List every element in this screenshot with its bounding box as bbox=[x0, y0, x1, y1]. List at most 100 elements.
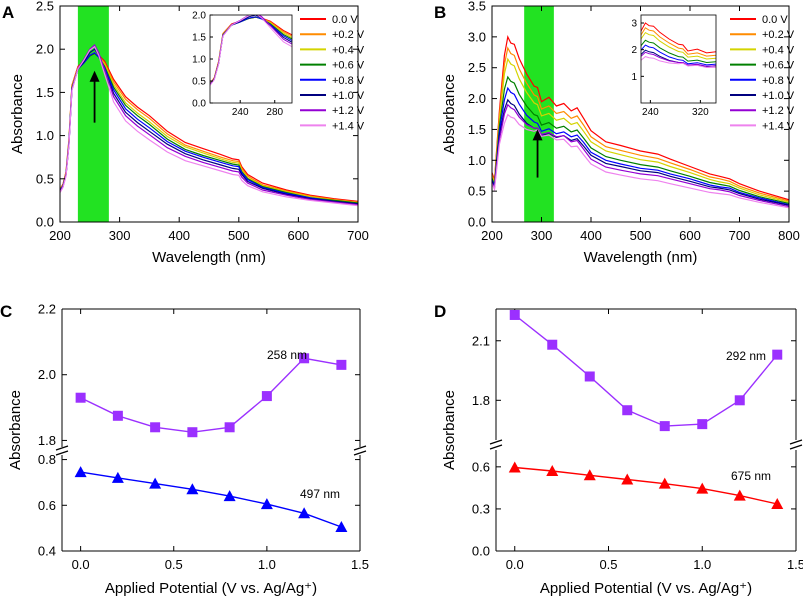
axis-break-mark-right bbox=[353, 450, 367, 456]
data-point-triangle bbox=[74, 466, 87, 478]
y-tick-label: 1.5 bbox=[468, 122, 486, 137]
inset-x-tick-label: 240 bbox=[232, 107, 249, 118]
y-tick-label: 2.0 bbox=[468, 91, 486, 106]
data-point-square bbox=[75, 392, 86, 403]
data-point-square bbox=[336, 359, 347, 370]
series-line-1-0-v bbox=[492, 98, 789, 206]
x-tick-label: 800 bbox=[778, 228, 800, 243]
y-tick-label: 3.0 bbox=[468, 29, 486, 44]
inset-series-line-1-2-v bbox=[641, 51, 716, 67]
series-line-1-2-v bbox=[492, 103, 789, 208]
series-line-292-nm bbox=[514, 314, 778, 427]
data-point-triangle bbox=[546, 465, 559, 477]
inset-background bbox=[641, 15, 716, 103]
y-axis-label: Absorbance bbox=[7, 390, 24, 470]
x-tick-label: 300 bbox=[531, 228, 553, 243]
x-tick-label: 0.5 bbox=[165, 557, 183, 572]
panel-label: D bbox=[434, 302, 446, 321]
series-line-0-2-v bbox=[492, 46, 789, 202]
legend-label: +1.4 V bbox=[762, 120, 795, 132]
series-group bbox=[60, 43, 358, 207]
highlight-band bbox=[77, 6, 109, 222]
data-point-square bbox=[547, 339, 558, 350]
data-point-triangle bbox=[621, 473, 634, 485]
panel-label: C bbox=[0, 302, 12, 321]
data-point-square bbox=[772, 349, 783, 360]
y-tick-label: 0.0 bbox=[36, 215, 54, 230]
data-point-triangle bbox=[223, 490, 236, 502]
inset-y-tick-label: 1.5 bbox=[192, 33, 206, 44]
inset-series-group bbox=[641, 22, 716, 69]
y-tick-label-upper: 1.8 bbox=[472, 393, 490, 408]
y-tick-label-lower: 0.4 bbox=[38, 544, 56, 559]
inset-x-tick-label: 240 bbox=[642, 107, 659, 118]
data-point-triangle bbox=[658, 477, 671, 489]
inset-series-line-1-4-v bbox=[210, 15, 292, 86]
data-point-triangle bbox=[696, 482, 709, 494]
data-point-triangle bbox=[298, 507, 311, 519]
series-line-0-4-v bbox=[492, 57, 789, 203]
inset-series-group bbox=[210, 15, 292, 86]
inset-series-line-1-0-v bbox=[641, 49, 716, 68]
data-point-triangle bbox=[583, 469, 596, 481]
x-axis-label: Wavelength (nm) bbox=[584, 249, 698, 266]
y-axis-label: Absorbance bbox=[9, 74, 26, 154]
legend-label: +1.2 V bbox=[332, 105, 365, 117]
data-point-square bbox=[150, 422, 161, 433]
arrow-head bbox=[532, 129, 543, 141]
x-tick-label: 0.5 bbox=[599, 557, 617, 572]
series-line-258-nm bbox=[80, 357, 342, 433]
x-tick-label: 200 bbox=[49, 228, 71, 243]
panel-label: B bbox=[434, 3, 446, 22]
y-tick-label: 1.0 bbox=[36, 128, 54, 143]
panel-a: 200 300 400 500 600 700 0.0 0.5 1.0 1.5 2.0 2.5 Wave… bbox=[2, 0, 369, 266]
data-point-triangle bbox=[149, 477, 162, 489]
axis-break-mark-right bbox=[789, 444, 803, 450]
y-tick-label: 0.0 bbox=[468, 215, 486, 230]
legend-label: +1.0 V bbox=[762, 90, 795, 102]
data-point-square bbox=[112, 410, 123, 421]
legend-label: 0.0 V bbox=[762, 14, 788, 26]
axis-break-mark-left bbox=[489, 444, 503, 450]
x-tick-label: 400 bbox=[168, 228, 190, 243]
inset-series-line-0-0-v bbox=[641, 22, 716, 54]
series-line-0-8-v bbox=[492, 86, 789, 206]
axis-break-mark-left bbox=[489, 439, 503, 445]
y-tick-label: 0.5 bbox=[36, 171, 54, 186]
data-point-square bbox=[622, 405, 633, 416]
inset-y-tick-label: 0.5 bbox=[192, 77, 206, 88]
data-point-triangle bbox=[508, 461, 521, 473]
y-axis-label: Absorbance bbox=[441, 390, 458, 470]
axis-break-mark-right bbox=[789, 439, 803, 445]
x-tick-label: 300 bbox=[109, 228, 131, 243]
series-annotation: 292 nm bbox=[726, 349, 766, 363]
x-tick-label: 1.0 bbox=[693, 557, 711, 572]
legend-label: +0.6 V bbox=[332, 60, 365, 72]
data-point-triangle bbox=[186, 483, 199, 495]
x-tick-label: 600 bbox=[679, 228, 701, 243]
x-tick-label: 0.0 bbox=[72, 557, 90, 572]
x-tick-label: 700 bbox=[729, 228, 751, 243]
x-tick-label: 500 bbox=[228, 228, 250, 243]
inset-x-tick-label: 320 bbox=[692, 107, 709, 118]
x-tick-label: 1.5 bbox=[787, 557, 803, 572]
data-point-triangle bbox=[335, 521, 348, 532]
data-point-triangle bbox=[771, 498, 784, 510]
x-axis-label: Applied Potential (V vs. Ag/Ag⁺) bbox=[540, 580, 752, 597]
series-annotation: 497 nm bbox=[300, 487, 340, 501]
x-tick-label: 1.0 bbox=[258, 557, 276, 572]
legend-label: +0.6 V bbox=[762, 60, 795, 72]
data-point-square bbox=[261, 391, 272, 402]
data-point-square bbox=[509, 309, 520, 320]
panel-c: 0.0 0.5 1.0 1.5 1.8 2.0 2.2 0.4 0.6 0.8 258 nm 497 … bbox=[0, 302, 369, 598]
data-point-square bbox=[659, 421, 670, 432]
series-line-0-0-v bbox=[492, 35, 789, 201]
data-point-square bbox=[187, 427, 198, 438]
plot-frame bbox=[59, 5, 359, 223]
inset-frame bbox=[640, 14, 717, 104]
series-line-1-4-v bbox=[492, 113, 789, 209]
y-tick-label: 2.0 bbox=[36, 42, 54, 57]
legend-label: 0.0 V bbox=[332, 14, 358, 26]
inset-series-line-1-4-v bbox=[641, 56, 716, 69]
